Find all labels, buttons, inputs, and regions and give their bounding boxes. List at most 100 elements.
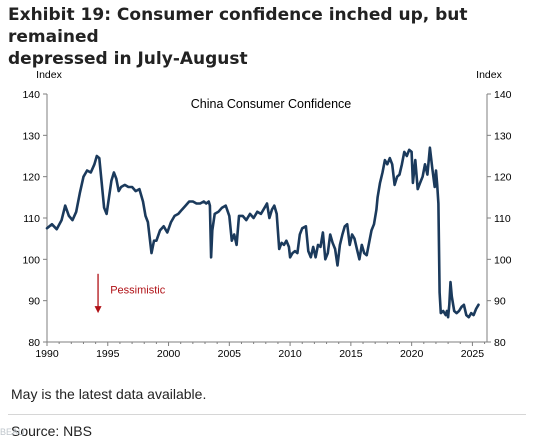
data-point bbox=[177, 213, 179, 215]
data-point bbox=[268, 217, 270, 219]
data-point bbox=[465, 314, 467, 316]
data-point bbox=[334, 248, 336, 250]
data-point bbox=[375, 209, 377, 211]
data-point bbox=[150, 252, 153, 254]
data-point bbox=[51, 223, 53, 225]
data-point bbox=[386, 163, 388, 165]
data-point bbox=[449, 281, 452, 283]
data-point bbox=[442, 310, 444, 312]
data-point bbox=[363, 252, 365, 254]
y-tick-label-left: 130 bbox=[22, 130, 40, 142]
data-point bbox=[346, 223, 348, 225]
data-point bbox=[260, 213, 262, 215]
data-point bbox=[329, 233, 331, 236]
data-point bbox=[419, 182, 421, 184]
data-point bbox=[266, 202, 268, 205]
data-point bbox=[166, 231, 168, 234]
data-point bbox=[312, 246, 314, 248]
data-point bbox=[185, 205, 187, 207]
data-point bbox=[192, 200, 194, 203]
data-point bbox=[389, 157, 391, 159]
x-tick-label: 2025 bbox=[461, 348, 485, 360]
data-point bbox=[370, 229, 373, 231]
y-axis-label-left: Index bbox=[36, 69, 62, 81]
data-point bbox=[163, 225, 165, 227]
data-point bbox=[391, 163, 393, 165]
pessimistic-label: Pessimistic bbox=[110, 284, 166, 296]
data-point bbox=[473, 314, 475, 316]
data-point bbox=[283, 244, 285, 246]
data-point bbox=[131, 186, 133, 188]
data-point bbox=[233, 233, 235, 236]
watermark: BEAU bbox=[0, 427, 25, 437]
data-point bbox=[447, 316, 449, 318]
consumer-confidence-line bbox=[45, 146, 480, 319]
data-point bbox=[356, 248, 358, 250]
data-point bbox=[301, 227, 303, 229]
data-point bbox=[379, 182, 381, 184]
y-tick-label-right: 100 bbox=[494, 254, 512, 266]
data-point bbox=[417, 188, 419, 190]
data-point bbox=[170, 221, 172, 223]
data-point bbox=[358, 258, 360, 260]
data-point bbox=[436, 184, 438, 186]
data-point bbox=[61, 219, 63, 221]
data-point bbox=[217, 211, 219, 213]
exhibit-title: Exhibit 19: Consumer confidence inched u… bbox=[8, 4, 533, 70]
data-point bbox=[225, 205, 227, 207]
data-point bbox=[181, 209, 183, 211]
data-point bbox=[289, 256, 291, 258]
data-point bbox=[90, 171, 92, 174]
data-point bbox=[144, 215, 147, 217]
data-point bbox=[446, 310, 448, 312]
data-point bbox=[445, 314, 447, 316]
data-point bbox=[349, 244, 351, 246]
data-point bbox=[253, 217, 255, 219]
data-point bbox=[296, 252, 298, 254]
data-point bbox=[288, 246, 290, 248]
data-point bbox=[153, 240, 155, 242]
data-point bbox=[56, 228, 58, 230]
x-tick-label: 1995 bbox=[96, 348, 120, 360]
data-point bbox=[108, 196, 110, 198]
y-tick-label-left: 80 bbox=[28, 337, 40, 349]
data-point bbox=[361, 244, 363, 246]
data-point bbox=[412, 182, 414, 184]
data-point bbox=[115, 178, 117, 180]
y-tick-label-right: 140 bbox=[494, 89, 512, 101]
data-point bbox=[451, 295, 453, 298]
data-point bbox=[221, 207, 223, 209]
data-point bbox=[155, 240, 157, 242]
data-point bbox=[71, 219, 74, 221]
data-point bbox=[98, 157, 100, 159]
data-point bbox=[228, 215, 230, 217]
data-point bbox=[209, 205, 211, 207]
y-tick-label-left: 140 bbox=[22, 89, 40, 101]
x-tick-label: 1990 bbox=[35, 348, 59, 360]
data-point bbox=[188, 200, 190, 203]
x-tick-label: 2015 bbox=[339, 348, 363, 360]
data-point bbox=[68, 215, 70, 217]
data-point bbox=[332, 242, 334, 244]
footnote: May is the latest data available. bbox=[11, 386, 207, 402]
chart-ticks: 80 80 90 90 100 100 110 110 120 120 130 130 140 140 19… bbox=[22, 89, 511, 360]
data-point bbox=[353, 238, 356, 240]
y-tick-label-left: 110 bbox=[23, 213, 40, 225]
data-point bbox=[460, 306, 463, 308]
data-point bbox=[305, 225, 307, 227]
chart-title: China Consumer Confidence bbox=[191, 97, 352, 111]
data-point bbox=[422, 176, 424, 178]
data-point bbox=[291, 252, 294, 254]
data-point bbox=[408, 149, 410, 151]
data-point bbox=[82, 176, 85, 178]
data-point bbox=[242, 215, 244, 217]
data-point bbox=[477, 304, 480, 306]
data-point bbox=[341, 233, 343, 236]
data-point bbox=[231, 240, 233, 242]
data-point bbox=[249, 213, 251, 215]
data-point bbox=[470, 312, 472, 314]
data-point bbox=[256, 211, 258, 213]
y-tick-label-right: 90 bbox=[494, 296, 506, 308]
data-point bbox=[79, 192, 81, 194]
data-point bbox=[64, 205, 66, 207]
